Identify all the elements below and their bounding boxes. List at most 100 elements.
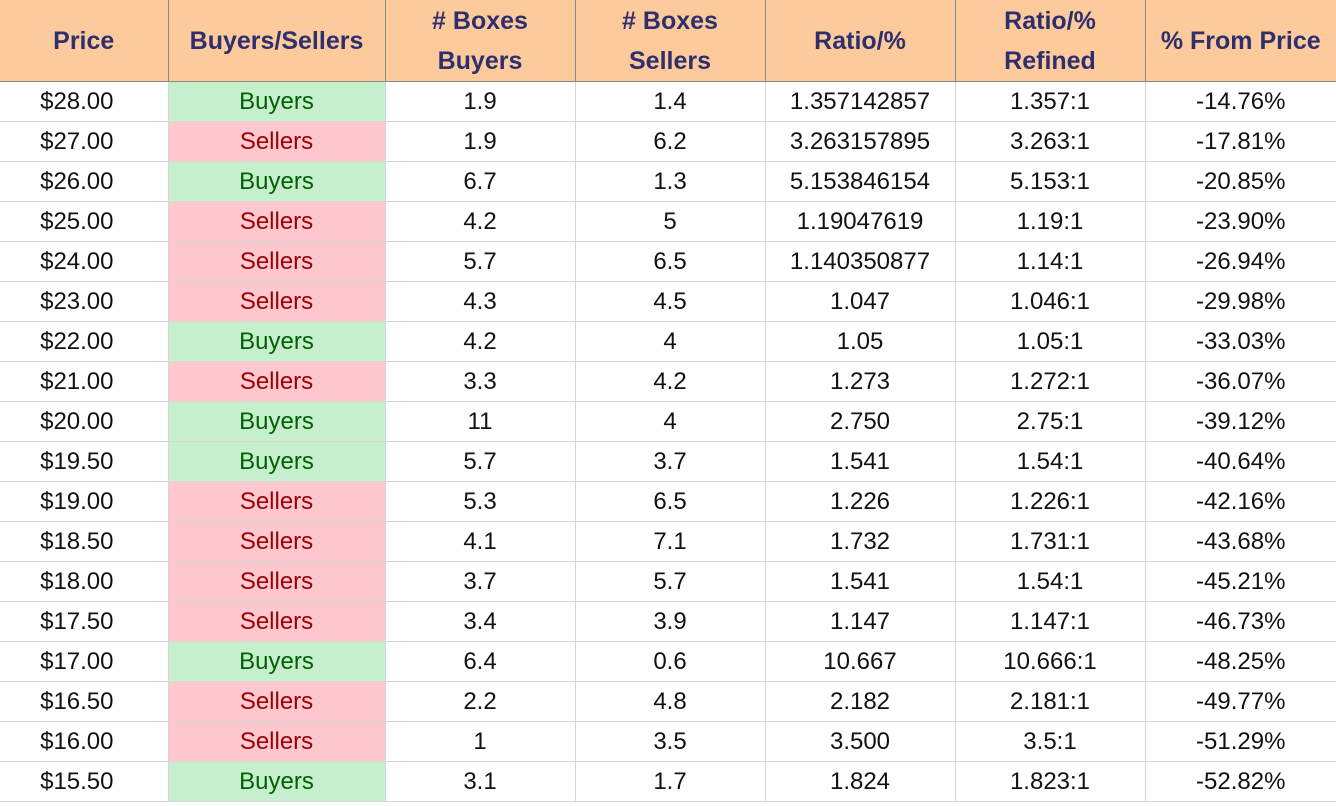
ratio-cell: 1.824	[765, 761, 956, 802]
from-price-cell: -45.21%	[1145, 561, 1336, 602]
header-row: Price Buyers/Sellers # Boxes Buyers # Box…	[0, 0, 1336, 82]
price-cell: $16.50	[0, 681, 169, 722]
boxes-sellers-cell: 4.2	[575, 361, 766, 402]
ratio-refined-cell: 1.272:1	[955, 361, 1146, 402]
price-cell: $16.00	[0, 721, 169, 762]
table-row: $18.00 Sellers 3.7 5.7 1.541 1.54:1 -45.21%	[0, 561, 1336, 602]
side-cell: Sellers	[168, 681, 386, 722]
ratio-refined-cell: 1.357:1	[955, 81, 1146, 122]
table-row: $16.50 Sellers 2.2 4.8 2.182 2.181:1 -49.77%	[0, 681, 1336, 722]
from-price-cell: -20.85%	[1145, 161, 1336, 202]
header-ratio-refined: Ratio/% Refined	[955, 0, 1146, 82]
table-row: $18.50 Sellers 4.1 7.1 1.732 1.731:1 -43.68%	[0, 521, 1336, 562]
table-row: $26.00 Buyers 6.7 1.3 5.153846154 5.153:1 -20.…	[0, 161, 1336, 202]
table-row: $16.00 Sellers 1 3.5 3.500 3.5:1 -51.29%	[0, 721, 1336, 762]
boxes-sellers-cell: 4.8	[575, 681, 766, 722]
table-row: $28.00 Buyers 1.9 1.4 1.357142857 1.357:1 -14.…	[0, 81, 1336, 122]
header-price: Price	[0, 0, 169, 82]
boxes-buyers-cell: 4.1	[385, 521, 576, 562]
boxes-buyers-cell: 1	[385, 721, 576, 762]
ratio-cell: 1.147	[765, 601, 956, 642]
table-row: $19.00 Sellers 5.3 6.5 1.226 1.226:1 -42.16%	[0, 481, 1336, 522]
side-cell: Buyers	[168, 641, 386, 682]
ratio-cell: 1.541	[765, 561, 956, 602]
header-boxes-sellers: # Boxes Sellers	[575, 0, 766, 82]
ratio-refined-cell: 1.731:1	[955, 521, 1146, 562]
ratio-cell: 10.667	[765, 641, 956, 682]
side-cell: Sellers	[168, 721, 386, 762]
from-price-cell: -49.77%	[1145, 681, 1336, 722]
from-price-cell: -40.64%	[1145, 441, 1336, 482]
price-cell: $23.00	[0, 281, 169, 322]
price-cell: $22.00	[0, 321, 169, 362]
side-cell: Buyers	[168, 441, 386, 482]
boxes-buyers-cell: 5.3	[385, 481, 576, 522]
boxes-sellers-cell: 3.9	[575, 601, 766, 642]
ratio-cell: 3.263157895	[765, 121, 956, 162]
boxes-buyers-cell: 6.4	[385, 641, 576, 682]
boxes-buyers-cell: 3.3	[385, 361, 576, 402]
from-price-cell: -46.73%	[1145, 601, 1336, 642]
boxes-buyers-cell: 1.9	[385, 81, 576, 122]
ratio-cell: 1.541	[765, 441, 956, 482]
from-price-cell: -52.82%	[1145, 761, 1336, 802]
boxes-buyers-cell: 4.3	[385, 281, 576, 322]
from-price-cell: -36.07%	[1145, 361, 1336, 402]
boxes-buyers-cell: 11	[385, 401, 576, 442]
header-from-price: % From Price	[1145, 0, 1336, 82]
boxes-buyers-cell: 2.2	[385, 681, 576, 722]
from-price-cell: -17.81%	[1145, 121, 1336, 162]
ratio-refined-cell: 1.19:1	[955, 201, 1146, 242]
table-row: $15.50 Buyers 3.1 1.7 1.824 1.823:1 -52.82%	[0, 761, 1336, 802]
boxes-buyers-cell: 5.7	[385, 441, 576, 482]
side-cell: Sellers	[168, 121, 386, 162]
boxes-sellers-cell: 3.5	[575, 721, 766, 762]
side-cell: Sellers	[168, 601, 386, 642]
side-cell: Sellers	[168, 281, 386, 322]
price-cell: $18.00	[0, 561, 169, 602]
ratio-refined-cell: 1.14:1	[955, 241, 1146, 282]
boxes-buyers-cell: 3.7	[385, 561, 576, 602]
boxes-sellers-cell: 5.7	[575, 561, 766, 602]
boxes-sellers-cell: 1.7	[575, 761, 766, 802]
ratio-cell: 1.05	[765, 321, 956, 362]
ratio-cell: 1.226	[765, 481, 956, 522]
side-cell: Sellers	[168, 241, 386, 282]
from-price-cell: -23.90%	[1145, 201, 1336, 242]
side-cell: Buyers	[168, 761, 386, 802]
boxes-sellers-cell: 3.7	[575, 441, 766, 482]
price-cell: $26.00	[0, 161, 169, 202]
table-row: $17.00 Buyers 6.4 0.6 10.667 10.666:1 -48.25%	[0, 641, 1336, 682]
table-row: $21.00 Sellers 3.3 4.2 1.273 1.272:1 -36.07%	[0, 361, 1336, 402]
from-price-cell: -51.29%	[1145, 721, 1336, 762]
ratio-cell: 1.732	[765, 521, 956, 562]
side-cell: Buyers	[168, 81, 386, 122]
ratio-refined-cell: 1.54:1	[955, 441, 1146, 482]
price-cell: $27.00	[0, 121, 169, 162]
ratio-refined-cell: 10.666:1	[955, 641, 1146, 682]
from-price-cell: -43.68%	[1145, 521, 1336, 562]
ratio-cell: 3.500	[765, 721, 956, 762]
table-body: $28.00 Buyers 1.9 1.4 1.357142857 1.357:1 -14.…	[0, 81, 1336, 802]
boxes-sellers-cell: 1.3	[575, 161, 766, 202]
price-cell: $19.00	[0, 481, 169, 522]
ratio-cell: 5.153846154	[765, 161, 956, 202]
side-cell: Buyers	[168, 401, 386, 442]
boxes-sellers-cell: 4	[575, 401, 766, 442]
boxes-buyers-cell: 3.4	[385, 601, 576, 642]
boxes-buyers-cell: 6.7	[385, 161, 576, 202]
ratio-refined-cell: 3.5:1	[955, 721, 1146, 762]
ratio-refined-cell: 1.226:1	[955, 481, 1146, 522]
ratio-cell: 1.357142857	[765, 81, 956, 122]
ratio-refined-cell: 2.181:1	[955, 681, 1146, 722]
header-ratio: Ratio/%	[765, 0, 956, 82]
price-cell: $15.50	[0, 761, 169, 802]
side-cell: Buyers	[168, 321, 386, 362]
boxes-buyers-cell: 4.2	[385, 201, 576, 242]
table-row: $24.00 Sellers 5.7 6.5 1.140350877 1.14:1 -26.…	[0, 241, 1336, 282]
ratio-cell: 1.140350877	[765, 241, 956, 282]
from-price-cell: -26.94%	[1145, 241, 1336, 282]
price-cell: $20.00	[0, 401, 169, 442]
price-cell: $24.00	[0, 241, 169, 282]
